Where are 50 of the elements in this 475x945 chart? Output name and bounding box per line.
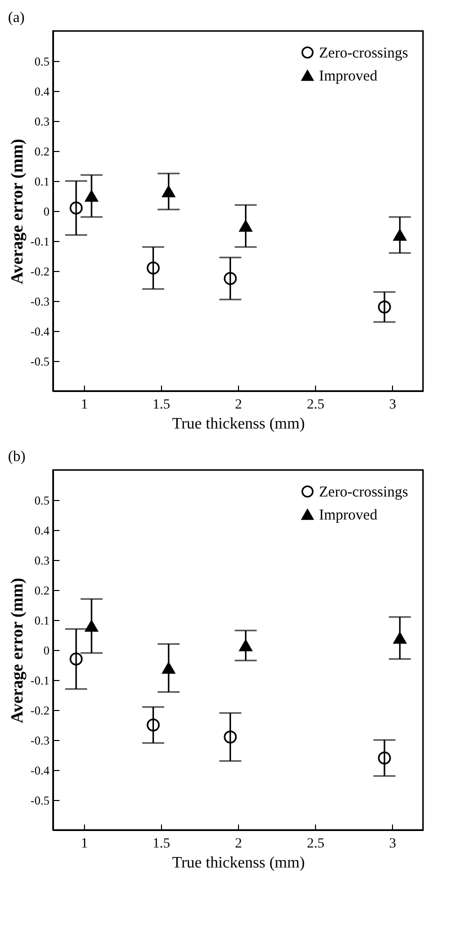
- y-tick-label: 0.5: [34, 494, 50, 508]
- x-tick-label: 2.5: [306, 398, 324, 412]
- point: [70, 652, 83, 666]
- y-tick-label: 0: [44, 644, 50, 658]
- y-tick-label: -0.2: [30, 264, 50, 278]
- y-tick-label: 0.4: [34, 524, 50, 538]
- x-tick-label: 1.5: [152, 398, 170, 412]
- point: [378, 752, 391, 764]
- y-tick-label: 0.5: [34, 54, 50, 68]
- legend-label: Improved: [319, 508, 378, 524]
- y-tick-label: 0.2: [34, 144, 50, 158]
- legend-label: Improved: [319, 68, 378, 84]
- x-tick-label: 1: [80, 836, 88, 852]
- x-tick-label: 3: [389, 836, 396, 852]
- y-tick-label: -0.1: [30, 234, 50, 248]
- x-axis-title: True thickenss (mm): [172, 854, 305, 872]
- y-tick-label: 0.1: [34, 174, 50, 188]
- y-tick-label: 0.4: [34, 84, 50, 98]
- y-tick-label: -0.5: [30, 354, 50, 368]
- x-axis-title: True thickenss (mm): [172, 416, 305, 432]
- point: [224, 272, 237, 285]
- x-tick-label: 2.5: [306, 836, 324, 852]
- x-tick-label: 2: [235, 398, 242, 412]
- point: [146, 262, 160, 274]
- y-tick-label: 0.3: [34, 114, 50, 128]
- y-tick-label: -0.4: [30, 324, 50, 338]
- y-tick-label: -0.3: [30, 734, 50, 748]
- y-tick-label: 0: [44, 204, 50, 218]
- y-tick-label: 0.1: [34, 614, 50, 628]
- y-tick-label: -0.5: [30, 794, 50, 808]
- y-tick-label: -0.4: [30, 764, 50, 778]
- chart-title: (a): [8, 10, 25, 26]
- x-tick-label: 1: [80, 398, 88, 412]
- y-tick-label: 0.2: [34, 584, 50, 598]
- x-tick-label: 3: [389, 398, 396, 412]
- x-tick-label: 1.5: [152, 836, 170, 852]
- y-tick-label: 0.3: [34, 554, 50, 568]
- y-tick-label: -0.3: [30, 294, 50, 308]
- legend-label: Zero-crossings: [319, 46, 408, 62]
- y-axis-title: Average error (mm): [8, 138, 27, 284]
- point: [146, 718, 160, 732]
- x-tick-label: 2: [235, 836, 242, 852]
- point: [70, 202, 83, 214]
- point: [378, 300, 391, 314]
- point: [224, 730, 237, 744]
- legend-label: Zero-crossings: [319, 484, 408, 500]
- y-tick-label: -0.2: [30, 704, 50, 718]
- y-tick-label: -0.1: [30, 674, 50, 688]
- y-axis-title: Average error (mm): [8, 578, 27, 724]
- chart-title: (b): [8, 449, 26, 465]
